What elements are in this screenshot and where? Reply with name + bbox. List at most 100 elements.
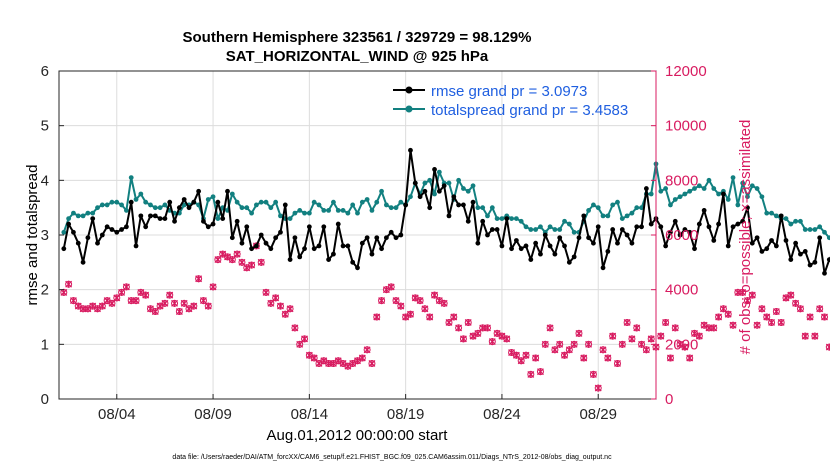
rmse-point	[672, 218, 678, 224]
obs-assimilated-point	[426, 313, 434, 321]
obs-assimilated-point	[695, 332, 703, 340]
obs-assimilated-point	[219, 250, 227, 258]
rmse-point	[201, 218, 206, 224]
obs-assimilated-point	[89, 302, 97, 310]
rmse-point	[340, 243, 346, 249]
totalspread-point	[822, 229, 827, 235]
totalspread-point	[807, 227, 813, 232]
totalspread-point	[513, 216, 519, 222]
obs-assimilated-point	[816, 305, 824, 313]
obs-assimilated-point	[710, 324, 718, 332]
totalspread-point	[306, 210, 312, 216]
totalspread-point	[562, 218, 567, 224]
chart-title: Southern Hemisphere 323561 / 329729 = 98…	[183, 29, 532, 46]
obs-assimilated-point	[435, 297, 443, 305]
obs-assimilated-point	[411, 294, 419, 302]
rmse-point	[783, 238, 789, 243]
obs-assimilated-point	[238, 258, 246, 266]
obs-assimilated-point	[402, 313, 410, 321]
totalspread-point	[75, 213, 81, 219]
rmse-point	[143, 224, 149, 230]
totalspread-point	[249, 210, 254, 216]
totalspread-point	[802, 227, 808, 232]
obs-assimilated-point	[180, 299, 188, 307]
rmse-point	[788, 257, 794, 262]
obs-assimilated-point	[772, 308, 780, 316]
rmse-point	[586, 235, 591, 241]
rmse-point	[600, 265, 606, 271]
totalspread-point	[682, 191, 688, 197]
rmse-point	[191, 199, 197, 205]
rmse-point	[533, 240, 539, 246]
obs-assimilated-point	[657, 332, 665, 340]
rmse-point	[205, 224, 211, 230]
totalspread-point	[629, 210, 635, 216]
obs-assimilated-point	[589, 370, 597, 378]
totalspread-point	[523, 224, 529, 230]
obs-assimilated-point	[281, 310, 289, 318]
rmse-point	[764, 246, 770, 252]
rmse-point	[225, 188, 230, 194]
obs-assimilated-point	[455, 324, 463, 332]
totalspread-point	[788, 221, 794, 227]
obs-assimilated-point	[700, 321, 708, 329]
totalspread-point	[812, 227, 818, 232]
axis-ticks: 08/04 08/09 08/14 08/19 08/24 08/29 0 1 2 3 4 5 6 0 20…	[41, 63, 707, 423]
legend: rmse grand pr = 3.0973 totalspread grand…	[393, 83, 628, 119]
totalspread-point	[595, 205, 601, 211]
rmse-point	[355, 265, 360, 271]
totalspread-point	[229, 191, 235, 197]
obs-assimilated-point	[233, 250, 241, 258]
obs-assimilated-point	[315, 359, 323, 367]
totalspread-point	[658, 188, 664, 194]
totalspread-point	[374, 199, 380, 205]
totalspread-point	[764, 210, 770, 216]
totalspread-point	[104, 202, 110, 208]
obs-assimilated-point	[527, 370, 535, 378]
chart-subtitle: SAT_HORIZONTAL_WIND @ 925 hPa	[226, 48, 489, 65]
rmse-point	[682, 227, 688, 232]
rmse-point	[80, 259, 86, 265]
totalspread-point	[119, 202, 124, 208]
legend-spread-label: totalspread grand pr = 3.4583	[431, 102, 628, 119]
rmse-point	[220, 216, 226, 222]
totalspread-point	[456, 177, 462, 183]
obs-assimilated-point	[339, 359, 347, 367]
rmse-point	[99, 232, 105, 238]
rmse-point	[716, 221, 721, 227]
totalspread-point	[297, 208, 303, 213]
obs-assimilated-point	[291, 324, 299, 332]
legend-spread-marker	[405, 105, 413, 113]
rmse-point	[778, 213, 784, 219]
rmse-point	[90, 216, 96, 222]
obs-assimilated-point	[431, 291, 438, 299]
obs-assimilated-point	[199, 297, 207, 305]
obs-assimilated-point	[541, 340, 549, 348]
totalspread-point	[355, 210, 360, 216]
obs-assimilated-point	[108, 299, 116, 307]
rmse-point	[730, 224, 736, 230]
obs-assimilated-point	[262, 288, 270, 296]
totalspread-point	[566, 221, 572, 227]
obs-assimilated-point	[575, 329, 583, 337]
totalspread-point	[148, 202, 153, 208]
totalspread-point	[432, 191, 437, 197]
rmse-point	[393, 235, 399, 241]
rmse-point	[706, 224, 712, 230]
totalspread-point	[234, 199, 240, 205]
obs-assimilated-point	[286, 305, 294, 313]
totalspread-point	[730, 175, 736, 181]
totalspread-point	[133, 197, 139, 202]
totalspread-point	[711, 186, 717, 191]
obs-assimilated-point	[676, 340, 684, 348]
y-right-tick-label: 10000	[665, 118, 707, 135]
obs-assimilated-point	[137, 288, 145, 296]
rmse-point	[817, 235, 823, 241]
obs-assimilated-point	[305, 351, 313, 359]
rmse-point	[615, 240, 620, 246]
x-tick-label: 08/04	[98, 406, 136, 423]
rmse-point	[436, 188, 442, 194]
rmse-point	[648, 221, 654, 227]
obs-assimilated-point	[748, 291, 756, 299]
obs-assimilated-point	[98, 302, 106, 310]
